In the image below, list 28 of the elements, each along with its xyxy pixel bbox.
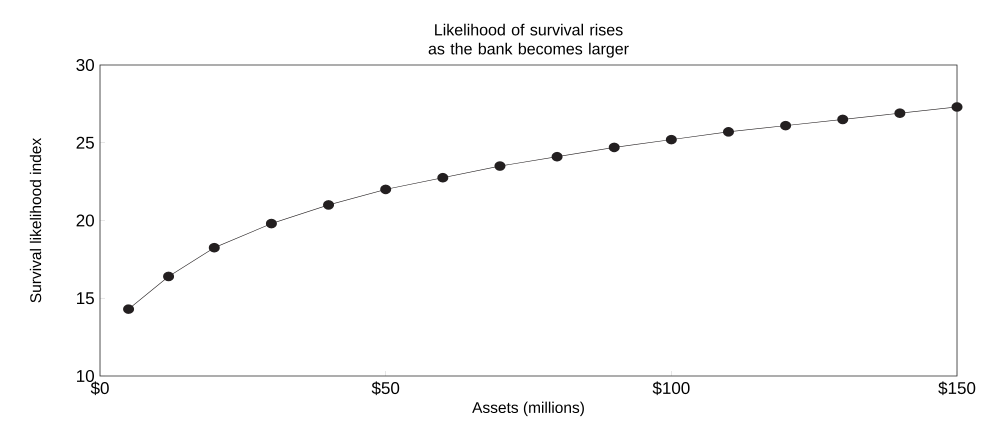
point <box>780 120 792 130</box>
point <box>163 272 174 282</box>
y-tick-label: 20 <box>76 214 94 227</box>
x-tick-label: $100 <box>652 381 690 396</box>
point <box>952 102 962 112</box>
point <box>208 242 220 252</box>
point <box>437 172 448 183</box>
x-axis-title: Assets (millions) <box>472 402 584 416</box>
point <box>552 152 563 162</box>
chart-title: Likelihood of survival rises as the bank becomes larger <box>428 24 629 58</box>
point <box>837 114 848 124</box>
point <box>494 161 506 171</box>
y-axis-title: Survival likelihood index <box>30 138 42 302</box>
point <box>723 127 734 137</box>
point <box>894 108 906 118</box>
y-tick-label: 15 <box>77 292 94 304</box>
point <box>666 134 677 144</box>
x-tick-label: $150 <box>938 381 976 396</box>
y-tick-label: 25 <box>76 136 94 149</box>
y-tick-label: 30 <box>76 58 94 72</box>
point <box>266 218 277 228</box>
y-tick-label: 10 <box>77 370 94 382</box>
point <box>608 142 620 152</box>
x-tick-label: $0 <box>90 381 109 396</box>
x-tick-label: $50 <box>372 381 400 396</box>
point <box>323 200 334 210</box>
point <box>123 304 134 314</box>
point <box>380 184 392 194</box>
